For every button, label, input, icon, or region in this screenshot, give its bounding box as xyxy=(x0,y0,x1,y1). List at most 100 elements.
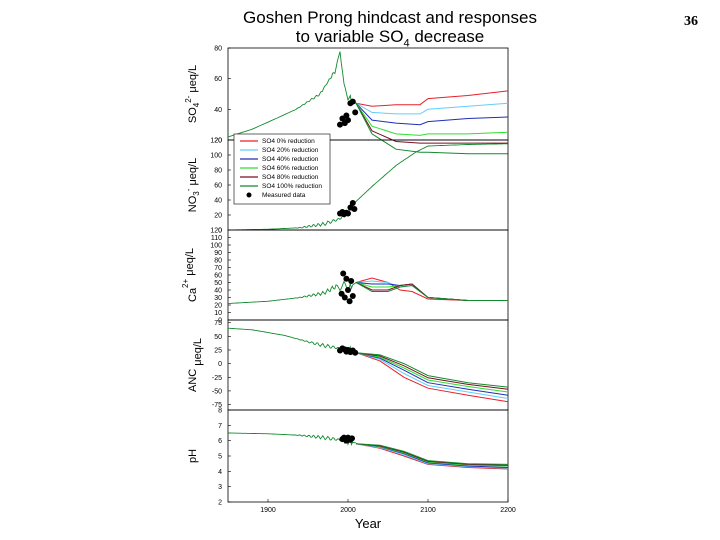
scenario-line-ph-1 xyxy=(355,443,509,469)
legend-label: SO4 20% reduction xyxy=(262,147,319,154)
y-axis-label-part: 2- xyxy=(184,95,193,102)
y-axis-label-part: μeq/L xyxy=(187,65,199,96)
y-tick-label-no3: 40 xyxy=(214,198,222,205)
y-tick-label-ca: 120 xyxy=(210,228,222,235)
y-tick-label-ca: 50 xyxy=(214,280,222,287)
y-tick-label-ph: 5 xyxy=(218,454,222,461)
y-tick-label-no3: 120 xyxy=(210,138,222,145)
y-tick-label-so4: 20 xyxy=(214,138,222,145)
scenario-line-so4-0 xyxy=(355,90,509,107)
x-tick-label: 2100 xyxy=(420,507,436,514)
legend-marker-measured xyxy=(246,192,252,198)
chart-title-line2-prefix: to variable SO xyxy=(295,27,404,46)
scenario-line-so4-2 xyxy=(355,102,509,126)
y-tick-label-ca: 60 xyxy=(214,273,222,280)
chart-title-line2-sub: 4 xyxy=(403,37,410,50)
scenario-line-so4-3 xyxy=(355,102,509,136)
y-tick-label-so4: 60 xyxy=(214,76,222,83)
scenario-line-anc-2 xyxy=(355,352,509,396)
panel-ca-frame xyxy=(227,229,509,321)
measured-point-so4-0 xyxy=(337,121,343,128)
y-axis-label-ph: pH xyxy=(187,449,199,463)
y-tick-label-ca: 0 xyxy=(218,318,222,325)
x-tick-label: 1900 xyxy=(260,507,276,514)
scenario-line-anc-3 xyxy=(355,352,509,393)
y-axis-label-no3: NO3- μeq/L xyxy=(184,158,201,212)
hindcast-line-anc xyxy=(227,327,357,355)
scenario-line-ca-5 xyxy=(355,282,508,301)
y-axis-label-part: Ca xyxy=(187,287,199,302)
measured-point-anc-7 xyxy=(352,349,359,356)
y-tick-label-anc: 50 xyxy=(214,334,222,341)
hindcast-line-ca xyxy=(227,280,357,304)
y-axis-label-part: 4 xyxy=(192,102,201,107)
y-tick-label-anc: -75 xyxy=(212,402,222,409)
measured-point-so4-6 xyxy=(349,98,356,105)
hindcast-line-so4 xyxy=(227,51,357,138)
y-tick-label-anc: 75 xyxy=(214,320,222,327)
y-tick-label-anc: 0 xyxy=(218,361,222,368)
scenario-line-so4-5 xyxy=(355,102,508,155)
hindcast-line-ph xyxy=(228,432,357,446)
chart-title-line2-suffix: decrease xyxy=(409,27,485,46)
y-tick-label-no3: 80 xyxy=(214,168,222,175)
y-tick-label-ca: 110 xyxy=(211,235,222,242)
y-axis-label-part: SO xyxy=(187,107,199,123)
legend-label: Measured data xyxy=(262,192,306,199)
scenario-line-anc-1 xyxy=(355,352,509,399)
y-tick-label-ph: 7 xyxy=(218,423,222,430)
measured-point-ca-7 xyxy=(349,293,356,299)
y-axis-label-part: pH xyxy=(187,449,199,463)
y-tick-label-ph: 4 xyxy=(218,469,222,476)
scenario-line-anc-0 xyxy=(355,352,509,403)
y-tick-label-ca: 10 xyxy=(214,310,222,317)
y-tick-label-no3: 100 xyxy=(210,153,222,160)
measured-point-no3-7 xyxy=(351,206,358,212)
panel-no3: 0 20 40 60 80 100 120 NO3- μeq/L xyxy=(184,138,509,235)
y-axis-label-ca: Ca2+ μeq/L xyxy=(181,248,199,302)
y-tick-label-no3: 0 xyxy=(218,228,222,235)
scenario-line-anc-5 xyxy=(355,352,509,388)
measured-point-so4-3 xyxy=(343,112,350,119)
y-tick-label-ca: 70 xyxy=(214,265,222,272)
y-tick-label-ph: 8 xyxy=(218,408,222,415)
y-tick-label-no3: 20 xyxy=(214,213,222,220)
x-tick-label: 2200 xyxy=(500,507,516,514)
y-tick-label-ph: 2 xyxy=(218,500,222,507)
legend-box xyxy=(233,133,331,205)
scenario-line-ph-4 xyxy=(355,443,509,466)
panel-ph-frame xyxy=(227,409,509,503)
y-axis-label-part: μeq/L xyxy=(187,158,199,189)
measured-point-so4-4 xyxy=(345,117,351,124)
measured-point-ph-5 xyxy=(349,435,355,442)
y-axis-label-part: 2+ xyxy=(181,278,190,287)
x-tick-label: 2000 xyxy=(340,507,356,514)
slide-number: 36 xyxy=(684,14,698,29)
scenario-line-so4-4 xyxy=(355,102,508,144)
chart-title: Goshen Prong hindcast and responses to v… xyxy=(180,8,600,53)
y-axis-label-anc: ANC μeq/L xyxy=(187,338,204,392)
y-tick-label-ca: 90 xyxy=(214,250,222,257)
measured-point-ca-4 xyxy=(345,287,351,293)
panel-so4: 20 40 60 80 SO42- μeq/L xyxy=(184,46,509,155)
chart-title-line1: Goshen Prong hindcast and responses xyxy=(243,8,537,27)
y-tick-label-ca: 40 xyxy=(214,288,222,295)
chart-title-line2: to variable SO4 decrease xyxy=(180,27,600,53)
y-tick-label-ca: 30 xyxy=(214,295,222,302)
measured-point-no3-6 xyxy=(349,200,356,206)
scenario-line-so4-1 xyxy=(355,102,509,115)
legend: SO4 0% reduction SO4 20% reduction SO4 40%… xyxy=(233,133,331,205)
y-tick-label-ph: 6 xyxy=(218,438,222,445)
y-tick-label-anc: -25 xyxy=(212,375,222,382)
scenario-line-ph-0 xyxy=(355,443,509,470)
measured-point-ca-1 xyxy=(340,270,347,277)
y-axis-label-part: NO xyxy=(187,195,199,212)
measured-point-no3-4 xyxy=(345,210,351,217)
measured-point-ca-6 xyxy=(348,278,355,284)
measured-point-so4-7 xyxy=(352,109,359,116)
y-tick-label-ca: 100 xyxy=(210,243,222,250)
legend-label: SO4 40% reduction xyxy=(262,156,319,163)
y-axis-label-part: - xyxy=(184,188,193,191)
